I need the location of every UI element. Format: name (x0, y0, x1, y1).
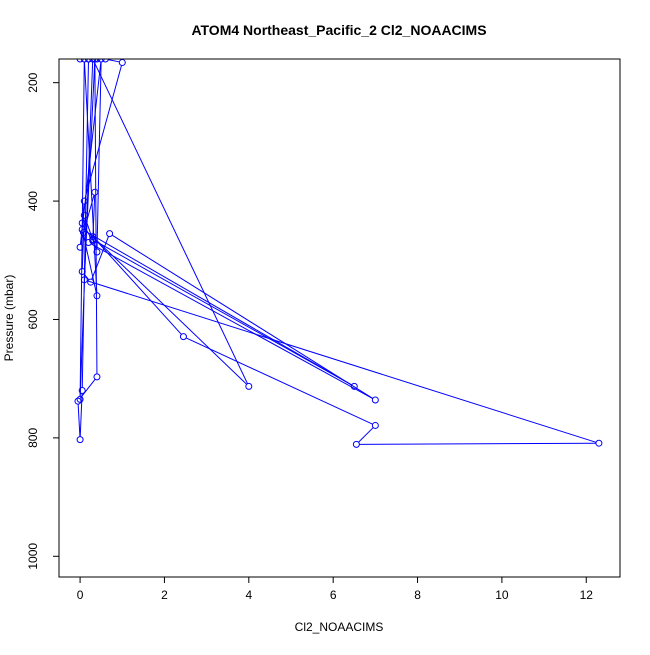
data-point (371, 396, 379, 404)
series-segment (77, 404, 81, 437)
series-segment (83, 194, 95, 230)
series-segment (94, 238, 182, 335)
series-segment (90, 243, 373, 399)
series-segment (79, 393, 83, 437)
data-point (245, 382, 253, 390)
data-point (118, 59, 126, 67)
x-axis: 0 2 4 6 8 10 12 (77, 576, 594, 602)
data-point (371, 421, 379, 429)
y-tick-label: 200 (26, 72, 40, 92)
data-point (93, 248, 101, 256)
data-point (89, 233, 97, 241)
data-point (91, 59, 99, 63)
series-segment (93, 61, 248, 384)
data-point (93, 59, 101, 63)
data-point (350, 382, 358, 390)
data-point (74, 397, 82, 405)
y-tick-label: 800 (26, 428, 40, 448)
y-tick-label: 1000 (26, 543, 40, 570)
series-segment (94, 61, 98, 374)
data-point (78, 225, 86, 233)
data-point (80, 276, 88, 284)
y-tick-label: 400 (26, 191, 40, 211)
x-tick-label: 8 (414, 588, 421, 602)
data-point (93, 373, 101, 381)
y-axis: 200 400 600 800 1000 (26, 72, 60, 570)
data-point (78, 268, 86, 276)
data-point (76, 243, 84, 251)
series-segment (87, 280, 597, 443)
series-segment (108, 59, 120, 63)
y-tick-label: 600 (26, 309, 40, 329)
series-segment (96, 61, 102, 250)
data-point (78, 219, 86, 227)
data-point (76, 59, 84, 63)
data-point (87, 278, 95, 286)
x-tick-label: 6 (330, 588, 337, 602)
x-tick-label: 10 (495, 588, 509, 602)
data-point (80, 211, 88, 219)
series-segment (84, 230, 352, 386)
data-point (78, 387, 86, 395)
data-point (101, 59, 109, 63)
data-point (179, 333, 187, 341)
x-tick-label: 12 (580, 588, 594, 602)
data-point (97, 59, 105, 63)
data-point (80, 197, 88, 205)
x-tick-label: 0 (77, 588, 84, 602)
data-point (93, 292, 101, 300)
plot-layer (74, 59, 603, 448)
data-point (352, 440, 360, 448)
series-segment (94, 238, 247, 385)
series-segment (84, 65, 122, 199)
data-point (76, 395, 84, 403)
data-point (106, 230, 114, 238)
series-segment (95, 240, 352, 386)
data-point (85, 59, 93, 63)
data-point (76, 436, 84, 444)
x-axis-label: Cl2_NOAACIMS (295, 620, 384, 634)
y-axis-label: Pressure (mbar) (2, 275, 16, 362)
series-segment (359, 442, 596, 445)
series-segment (111, 234, 374, 399)
chart-title: ATOM4 Northeast_Pacific_2 Cl2_NOAACIMS (191, 22, 486, 38)
series-segment (185, 337, 373, 425)
data-point (80, 59, 88, 63)
series-segment (81, 61, 89, 388)
data-point (89, 236, 97, 244)
data-point (91, 188, 99, 196)
x-tick-label: 2 (161, 588, 168, 602)
data-point (89, 59, 97, 63)
data-point (595, 439, 603, 447)
x-tick-label: 4 (245, 588, 252, 602)
series-segment (358, 427, 374, 443)
